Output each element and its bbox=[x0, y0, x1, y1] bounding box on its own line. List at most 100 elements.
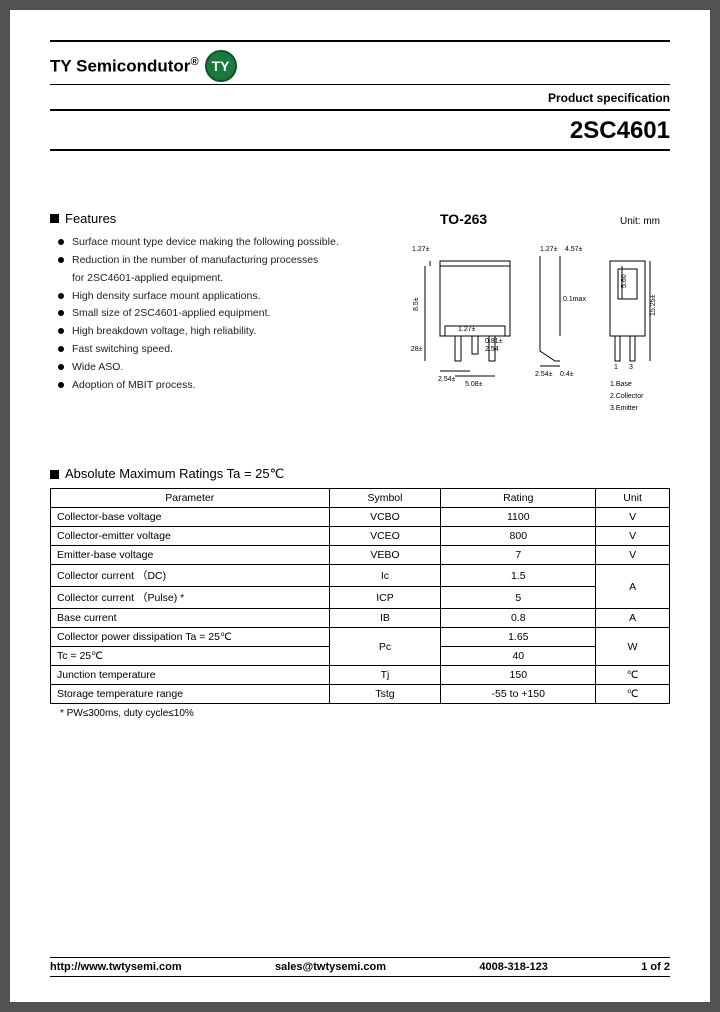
features-header: Features bbox=[50, 211, 390, 226]
cell-unit: A bbox=[596, 609, 670, 628]
svg-text:3: 3 bbox=[629, 364, 633, 371]
table-row: Collector-emitter voltageVCEO800V bbox=[51, 527, 670, 546]
cell-rating: 1.5 bbox=[441, 565, 596, 587]
brand-logo: TY bbox=[205, 50, 237, 82]
feature-item: High density surface mount applications. bbox=[58, 288, 390, 306]
ratings-title: Absolute Maximum Ratings Ta = 25℃ bbox=[65, 466, 284, 482]
feature-item: Surface mount type device making the fol… bbox=[58, 234, 390, 252]
feature-item: Reduction in the number of manufacturing… bbox=[58, 252, 390, 270]
cell-parameter: Base current bbox=[51, 609, 330, 628]
svg-text:2.Collector: 2.Collector bbox=[610, 393, 644, 400]
cell-symbol: ICP bbox=[329, 587, 441, 609]
svg-text:0.4±: 0.4± bbox=[560, 371, 574, 378]
footer-phone: 4008-318-123 bbox=[479, 961, 548, 973]
cell-parameter: Collector current （DC) bbox=[51, 565, 330, 587]
footer-url: http://www.twtysemi.com bbox=[50, 961, 182, 973]
table-row: Collector current （DC)Ic1.5A bbox=[51, 565, 670, 587]
table-row: Storage temperature rangeTstg-55 to +150… bbox=[51, 685, 670, 704]
package-diagram: 1.27± 8.5± 5.28± 2.54± 5.08± 1.27± 2.54 … bbox=[410, 231, 670, 421]
feature-item: Small size of 2SC4601-applied equipment. bbox=[58, 305, 390, 323]
col-rating: Rating bbox=[441, 489, 596, 508]
brand-row: TY Semicondutor® TY bbox=[50, 50, 670, 82]
table-row: Collector current （Pulse) *ICP5 bbox=[51, 587, 670, 609]
footer-email: sales@twtysemi.com bbox=[275, 961, 386, 973]
cell-symbol: VCBO bbox=[329, 508, 441, 527]
ratings-header: Absolute Maximum Ratings Ta = 25℃ bbox=[50, 466, 670, 482]
ratings-section: Absolute Maximum Ratings Ta = 25℃ Parame… bbox=[50, 466, 670, 719]
cell-parameter: Tc = 25℃ bbox=[51, 647, 330, 666]
svg-text:1.27±: 1.27± bbox=[458, 326, 476, 333]
svg-text:2.54: 2.54 bbox=[485, 346, 499, 353]
svg-text:1.27±: 1.27± bbox=[412, 246, 430, 253]
svg-text:5.60: 5.60 bbox=[621, 274, 628, 288]
svg-text:0.81±: 0.81± bbox=[485, 338, 503, 345]
cell-symbol: VEBO bbox=[329, 546, 441, 565]
cell-symbol: IB bbox=[329, 609, 441, 628]
feature-item: Fast switching speed. bbox=[58, 341, 390, 359]
cell-parameter: Collector current （Pulse) * bbox=[51, 587, 330, 609]
svg-text:8.5±: 8.5± bbox=[413, 297, 420, 311]
cell-unit: A bbox=[596, 565, 670, 609]
cell-unit: ℃ bbox=[596, 685, 670, 704]
package-name: TO-263 bbox=[440, 211, 487, 227]
table-header-row: Parameter Symbol Rating Unit bbox=[51, 489, 670, 508]
ratings-table: Parameter Symbol Rating Unit Collector-b… bbox=[50, 488, 670, 704]
svg-text:1.27±: 1.27± bbox=[540, 246, 558, 253]
features-title: Features bbox=[65, 211, 116, 226]
sub-rule bbox=[50, 84, 670, 85]
feature-item: Wide ASO. bbox=[58, 359, 390, 377]
datasheet-page: TY Semicondutor® TY Product specificatio… bbox=[10, 10, 710, 1002]
page-footer: http://www.twtysemi.com sales@twtysemi.c… bbox=[50, 957, 670, 977]
col-unit: Unit bbox=[596, 489, 670, 508]
unit-label: Unit: mm bbox=[620, 216, 660, 227]
feature-list: Surface mount type device making the fol… bbox=[50, 234, 390, 395]
content-row: Features Surface mount type device makin… bbox=[50, 211, 670, 426]
svg-text:1.Base: 1.Base bbox=[610, 381, 632, 388]
col-symbol: Symbol bbox=[329, 489, 441, 508]
feature-item: Adoption of MBIT process. bbox=[58, 377, 390, 395]
cell-parameter: Storage temperature range bbox=[51, 685, 330, 704]
cell-rating: 1.65 bbox=[441, 628, 596, 647]
part-row: 2SC4601 bbox=[50, 111, 670, 151]
ratings-footnote: * PW≤300ms, duty cycle≤10% bbox=[50, 708, 670, 719]
cell-unit: V bbox=[596, 527, 670, 546]
spec-row: Product specification bbox=[50, 87, 670, 111]
svg-text:4.57±: 4.57± bbox=[565, 246, 583, 253]
table-row: Junction temperatureTj150℃ bbox=[51, 666, 670, 685]
brand-name: TY Semicondutor® bbox=[50, 56, 199, 77]
cell-parameter: Emitter-base voltage bbox=[51, 546, 330, 565]
diagram-column: TO-263 Unit: mm 1.27± bbox=[410, 211, 670, 426]
cell-unit: V bbox=[596, 508, 670, 527]
part-number: 2SC4601 bbox=[570, 117, 670, 145]
cell-symbol: Ic bbox=[329, 565, 441, 587]
cell-symbol: Pc bbox=[329, 628, 441, 666]
cell-rating: 5 bbox=[441, 587, 596, 609]
square-bullet-icon bbox=[50, 214, 59, 223]
col-parameter: Parameter bbox=[51, 489, 330, 508]
footer-page: 1 of 2 bbox=[641, 961, 670, 973]
cell-symbol: Tj bbox=[329, 666, 441, 685]
table-row: Base currentIB0.8A bbox=[51, 609, 670, 628]
cell-parameter: Collector-emitter voltage bbox=[51, 527, 330, 546]
top-rule bbox=[50, 40, 670, 42]
table-row: Collector power dissipation Ta = 25℃Pc1.… bbox=[51, 628, 670, 647]
cell-unit: V bbox=[596, 546, 670, 565]
svg-text:5.08±: 5.08± bbox=[465, 381, 483, 388]
cell-parameter: Junction temperature bbox=[51, 666, 330, 685]
svg-text:1: 1 bbox=[614, 364, 618, 371]
cell-rating: -55 to +150 bbox=[441, 685, 596, 704]
cell-symbol: Tstg bbox=[329, 685, 441, 704]
cell-rating: 7 bbox=[441, 546, 596, 565]
cell-unit: ℃ bbox=[596, 666, 670, 685]
cell-unit: W bbox=[596, 628, 670, 666]
cell-parameter: Collector-base voltage bbox=[51, 508, 330, 527]
svg-text:0.1max: 0.1max bbox=[563, 296, 586, 303]
cell-symbol: VCEO bbox=[329, 527, 441, 546]
cell-rating: 1100 bbox=[441, 508, 596, 527]
diagram-header: TO-263 Unit: mm bbox=[410, 211, 670, 231]
table-row: Emitter-base voltageVEBO7V bbox=[51, 546, 670, 565]
spec-label: Product specification bbox=[548, 91, 670, 105]
svg-text:5.28±: 5.28± bbox=[410, 346, 423, 353]
feature-item: for 2SC4601-applied equipment. bbox=[58, 270, 390, 288]
features-column: Features Surface mount type device makin… bbox=[50, 211, 390, 426]
